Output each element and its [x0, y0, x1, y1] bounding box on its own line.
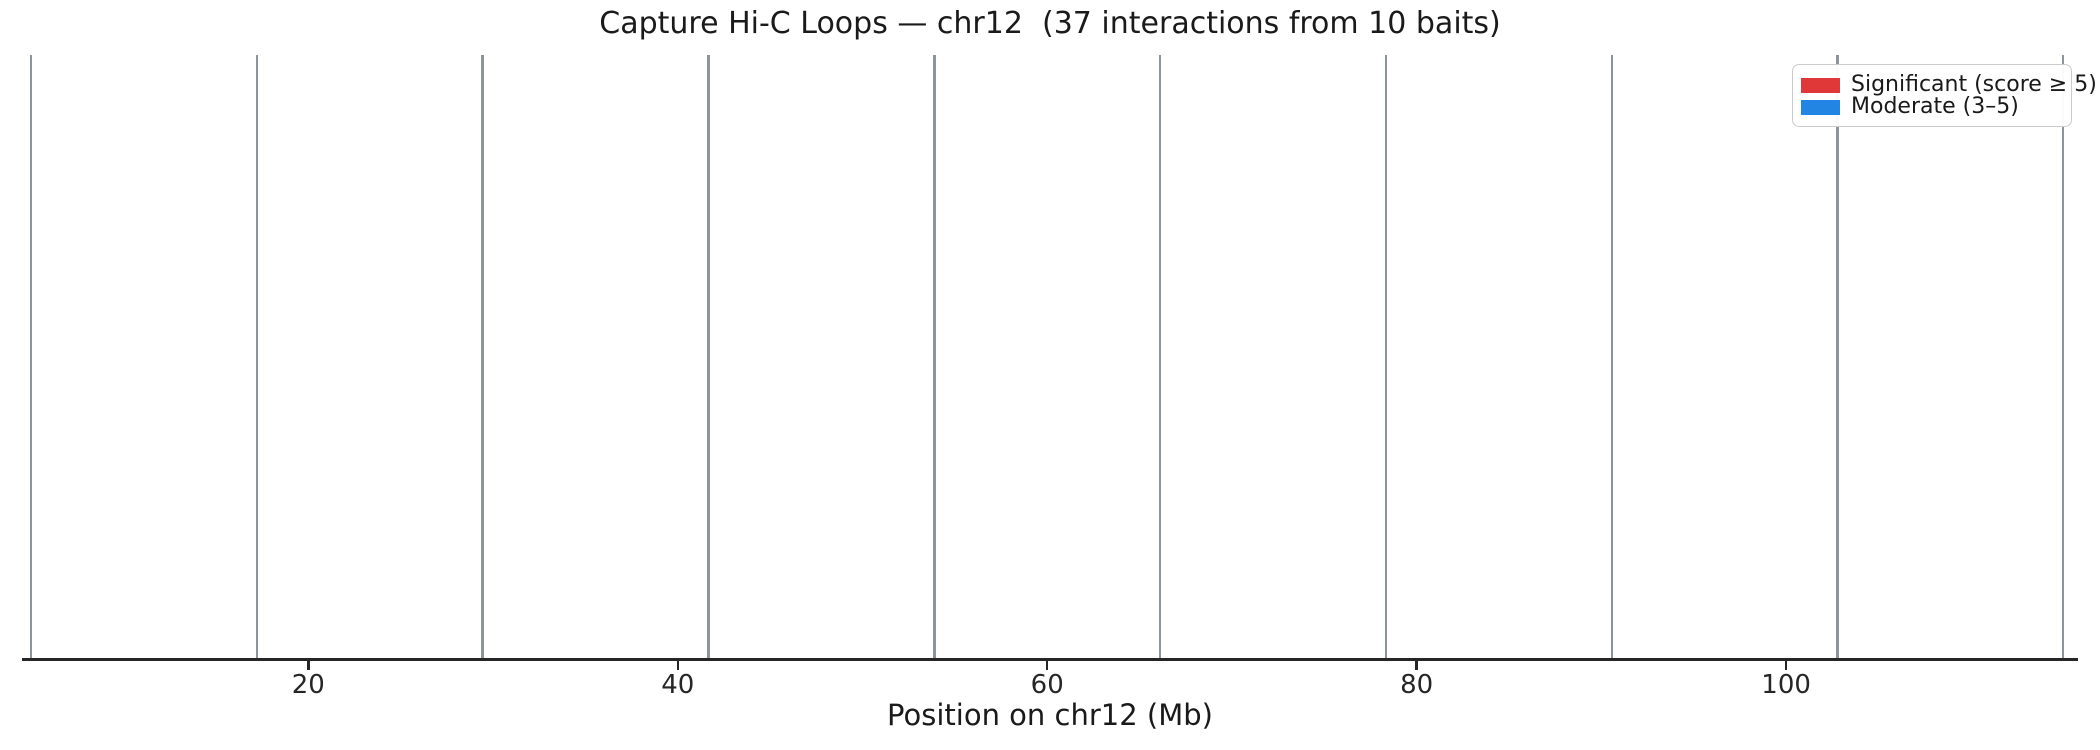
- legend: Significant (score ≥ 5) Moderate (3–5): [1792, 64, 2097, 127]
- x-axis-tick: [1415, 661, 1418, 670]
- legend-swatch-moderate-icon: [1801, 99, 1840, 115]
- x-axis-tick: [307, 661, 310, 670]
- legend-label-significant: Significant (score ≥ 5): [1851, 72, 2097, 97]
- bait-line: [1610, 55, 1613, 658]
- bait-line: [707, 55, 710, 658]
- bait-line: [2061, 55, 2065, 658]
- bait-line: [933, 55, 936, 658]
- x-axis-tick: [676, 661, 680, 670]
- x-axis-line: [22, 658, 2078, 661]
- x-tick-label: 20: [291, 670, 325, 700]
- bait-line: [1836, 55, 1839, 658]
- chart-title: Capture Hi-C Loops — chr12 (37 interacti…: [599, 6, 1501, 41]
- x-tick-label: 60: [1030, 670, 1064, 700]
- legend-swatch-significant-icon: [1801, 77, 1840, 93]
- bait-line: [1158, 55, 1162, 658]
- x-axis-tick: [1045, 661, 1049, 670]
- x-tick-label: 80: [1400, 670, 1434, 700]
- legend-entry-moderate: Moderate (3–5): [1801, 96, 2061, 118]
- bait-line: [481, 55, 484, 658]
- x-axis-tick: [1784, 661, 1788, 670]
- legend-entry-significant: Significant (score ≥ 5): [1801, 74, 2097, 96]
- bait-line: [29, 55, 33, 658]
- x-axis-label: Position on chr12 (Mb): [887, 698, 1213, 732]
- bait-line: [1384, 55, 1388, 658]
- bait-line: [255, 55, 259, 658]
- legend-label-moderate: Moderate (3–5): [1851, 94, 2019, 119]
- x-tick-label: 40: [661, 670, 695, 700]
- x-tick-label: 100: [1761, 670, 1811, 700]
